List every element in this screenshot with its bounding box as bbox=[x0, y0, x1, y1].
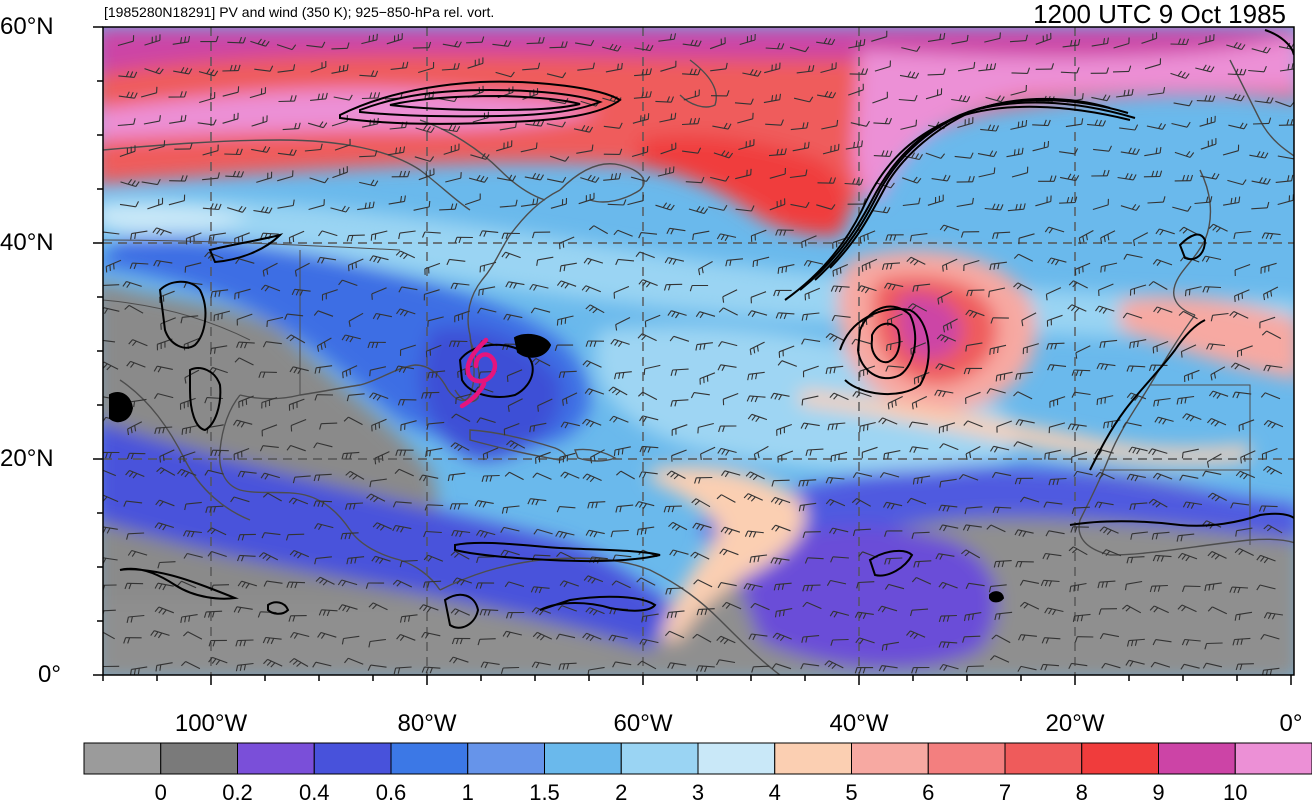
colorbar-swatch bbox=[545, 743, 622, 774]
colorbar-swatch bbox=[1082, 743, 1159, 774]
colorbar-label: 10 bbox=[1223, 782, 1247, 804]
colorbar-swatch bbox=[1159, 743, 1236, 774]
lon-label-0: 0° bbox=[1280, 711, 1303, 737]
colorbar-swatch bbox=[1235, 743, 1312, 774]
lat-label-equator: 0° bbox=[38, 662, 61, 688]
colorbar-label: 0.4 bbox=[299, 782, 330, 804]
colorbar-label: 0.6 bbox=[376, 782, 407, 804]
map-title-left: [1985280N18291] PV and wind (350 K); 925… bbox=[104, 4, 494, 20]
lat-label-40n: 40°N bbox=[0, 230, 54, 256]
lat-label-20n: 20°N bbox=[0, 446, 54, 472]
colorbar-swatch bbox=[775, 743, 852, 774]
colorbar-swatch bbox=[621, 743, 698, 774]
colorbar-label: 0.2 bbox=[222, 782, 253, 804]
colorbar-swatch bbox=[161, 743, 238, 774]
lon-label-40w: 40°W bbox=[830, 711, 889, 737]
colorbar-label: 7 bbox=[999, 782, 1011, 804]
lon-label-60w: 60°W bbox=[614, 711, 673, 737]
colorbar-swatch bbox=[468, 743, 545, 774]
colorbar-label: 4 bbox=[769, 782, 781, 804]
colorbar bbox=[84, 743, 1312, 774]
colorbar-label: 8 bbox=[1076, 782, 1088, 804]
colorbar-label: 5 bbox=[845, 782, 857, 804]
lon-label-100w: 100°W bbox=[175, 711, 247, 737]
map-title-right: 1200 UTC 9 Oct 1985 bbox=[1033, 0, 1286, 28]
colorbar-swatch bbox=[852, 743, 929, 774]
colorbar-swatch bbox=[698, 743, 775, 774]
lon-label-80w: 80°W bbox=[398, 711, 457, 737]
colorbar-swatch bbox=[1005, 743, 1082, 774]
colorbar-label: 1.5 bbox=[529, 782, 560, 804]
colorbar-label: 1 bbox=[462, 782, 474, 804]
colorbar-label: 2 bbox=[615, 782, 627, 804]
colorbar-label: 0 bbox=[155, 782, 167, 804]
lat-label-60n: 60°N bbox=[0, 14, 54, 40]
colorbar-label: 6 bbox=[922, 782, 934, 804]
colorbar-swatch bbox=[238, 743, 315, 774]
colorbar-label: 9 bbox=[1152, 782, 1164, 804]
colorbar-swatch bbox=[84, 743, 161, 774]
lon-label-20w: 20°W bbox=[1046, 711, 1105, 737]
colorbar-swatch bbox=[928, 743, 1005, 774]
colorbar-swatch bbox=[314, 743, 391, 774]
colorbar-label: 3 bbox=[692, 782, 704, 804]
colorbar-swatch bbox=[391, 743, 468, 774]
